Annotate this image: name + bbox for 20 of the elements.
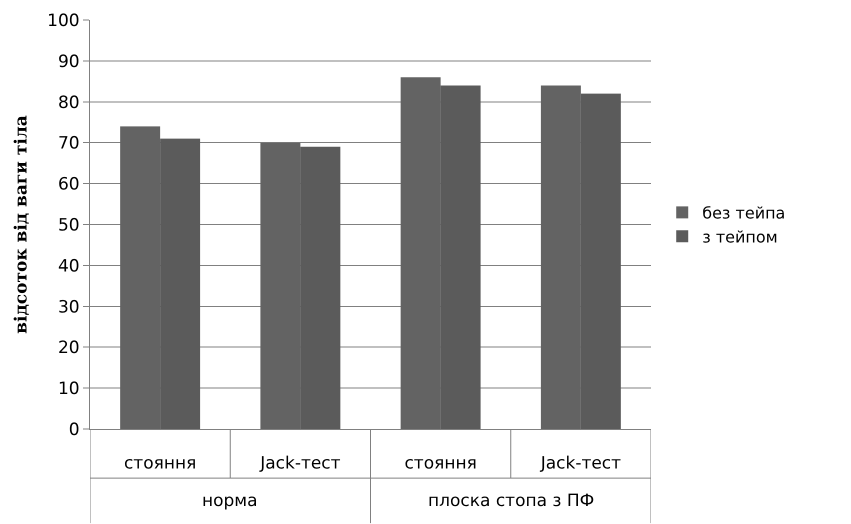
x-tick-label: стояння [404, 453, 477, 474]
y-axis-title: відсоток від ваги тіла [12, 115, 32, 334]
y-tick-label: 90 [58, 52, 80, 72]
text: норма [202, 491, 258, 511]
y-tick-label: 70 [58, 134, 80, 154]
y-tick-label: 60 [58, 174, 80, 195]
y-tick-label: 20 [58, 338, 80, 358]
y-tick-label: 0 [68, 420, 80, 440]
y-tick-label: 100 [47, 10, 80, 31]
legend-label: без тейпа [702, 204, 786, 223]
y-tick-label: 10 [58, 379, 80, 400]
y-tick-label: 40 [58, 256, 80, 276]
x-tick-label: Jack-тест [540, 453, 622, 474]
x-tick-label: Jack-тест [259, 453, 341, 474]
y-tick-label: 50 [58, 215, 80, 236]
x-tick-label: стояння [124, 453, 196, 474]
y-tick-label: 30 [58, 297, 80, 318]
legend-label: з тейпом [702, 227, 778, 246]
y-tick-label: 80 [58, 92, 80, 113]
text: плоска стопа з ПФ [428, 491, 594, 511]
